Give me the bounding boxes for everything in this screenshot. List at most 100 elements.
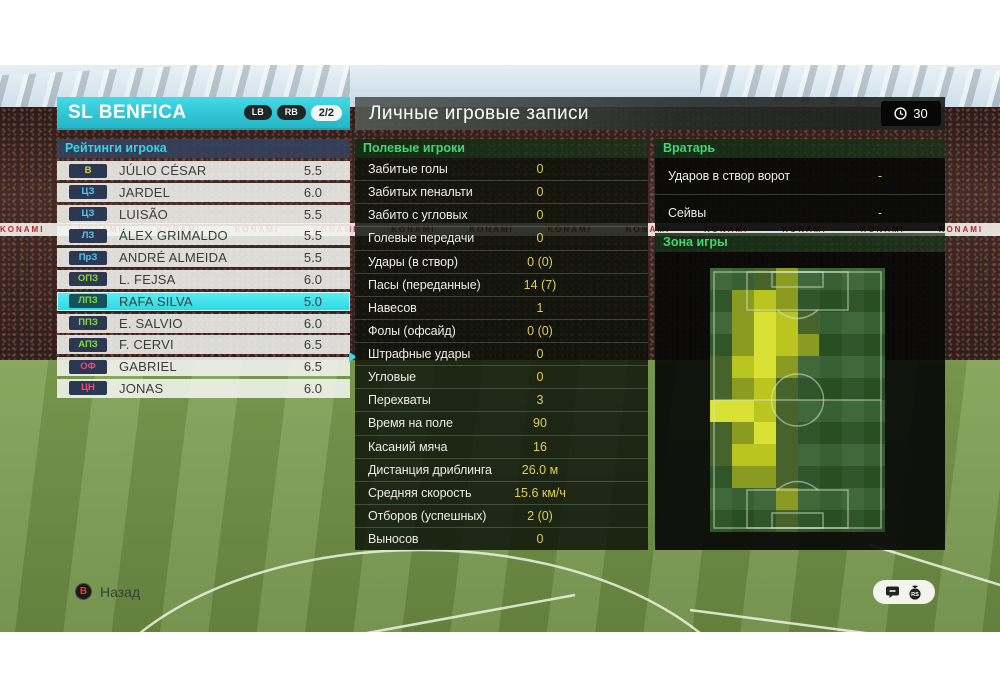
- stat-label: Забитых пенальти: [368, 185, 473, 200]
- stat-value: 0: [536, 208, 544, 223]
- stat-value: 0: [536, 347, 544, 362]
- player-rating: 6.0: [303, 380, 322, 396]
- stat-row: Перехваты 3: [355, 389, 648, 413]
- right-stick-icon[interactable]: RS: [907, 585, 923, 600]
- stat-row: Пасы (переданные) 14 (7): [355, 274, 648, 297]
- stat-label: Перехваты: [368, 393, 431, 408]
- player-list: В JÚLIO CÉSAR 5.5 ЦЗ JARDEL 6.0 ЦЗ LUISÃO 5.5 ЛЗ Á…: [57, 161, 350, 401]
- stat-label: Забитые голы: [368, 162, 448, 177]
- player-row[interactable]: ЛЗ ÁLEX GRIMALDO 5.5: [57, 226, 350, 246]
- stat-label: Штрафные удары: [368, 347, 471, 362]
- player-row[interactable]: ОФ GABRIEL 6.5: [57, 357, 350, 377]
- stat-row: Время на поле 90: [355, 412, 648, 436]
- stat-row: Удары (в створ) 0 (0): [355, 251, 648, 274]
- stat-value: 3: [536, 393, 544, 408]
- player-rating: 6.5: [303, 359, 322, 375]
- zone-cell: [710, 444, 732, 466]
- stat-value: -: [877, 169, 883, 183]
- stat-value: 26.0 м: [521, 462, 559, 477]
- chat-icon[interactable]: [885, 585, 900, 599]
- stat-row: Фолы (офсайд) 0 (0): [355, 320, 648, 343]
- position-badge: ПрЗ: [69, 250, 107, 265]
- clock-icon: [894, 107, 907, 120]
- stat-row: Голевые передачи 0: [355, 227, 648, 251]
- title-bar: Личные игровые записи 30: [355, 97, 945, 130]
- stat-value: 1: [536, 300, 544, 315]
- stat-row: Забито с угловых 0: [355, 204, 648, 228]
- zone-cell: [731, 422, 754, 444]
- footer-icons: RS: [873, 580, 935, 604]
- player-row[interactable]: В JÚLIO CÉSAR 5.5: [57, 161, 350, 180]
- zone-cell: [731, 444, 754, 466]
- player-list-header: Рейтинги игрока: [57, 139, 350, 158]
- player-name: LUISÃO: [119, 206, 168, 222]
- stat-value: 0: [536, 185, 544, 200]
- match-time-badge: 30: [881, 101, 941, 126]
- next-page-arrow[interactable]: [349, 352, 357, 362]
- pitch-lines: [139, 543, 1000, 632]
- stat-label: Сейвы: [668, 206, 707, 220]
- stat-row: Сейвы -: [655, 195, 945, 231]
- stat-value: 0 (0): [527, 323, 553, 338]
- stat-label: Фолы (офсайд): [368, 323, 456, 338]
- player-rating: 5.5: [303, 163, 322, 178]
- stat-value: 0 (0): [527, 254, 553, 269]
- zone-cell: [731, 312, 754, 334]
- stat-row: Дистанция дриблинга 26.0 м: [355, 459, 648, 482]
- goalkeeper-header: Вратарь: [655, 139, 945, 158]
- player-rating: 6.0: [303, 184, 322, 200]
- back-hint[interactable]: B Назад: [75, 583, 140, 600]
- svg-text:RS: RS: [911, 592, 919, 598]
- zone-cell: [775, 488, 798, 510]
- goalkeeper-stats-panel: Ударов в створ ворот - Сейвы -: [655, 158, 945, 231]
- stat-value: 0: [536, 162, 544, 177]
- stat-row: Касаний мяча 16: [355, 436, 648, 459]
- player-rating: 5.5: [303, 228, 322, 244]
- player-name: GABRIEL: [119, 359, 177, 375]
- zone-cell: [753, 334, 776, 356]
- stat-value: 16: [533, 439, 547, 454]
- player-row[interactable]: ЦЗ LUISÃO 5.5: [57, 204, 350, 224]
- back-label: Назад: [100, 583, 141, 600]
- zone-cell: [753, 466, 776, 488]
- stat-value: 90: [533, 416, 547, 431]
- stat-row: Навесов 1: [355, 297, 648, 320]
- stat-value: 15.6 км/ч: [514, 485, 566, 500]
- position-badge: ЦЗ: [69, 207, 107, 222]
- player-rating: 6.0: [303, 271, 322, 287]
- player-row[interactable]: ОПЗ L. FEJSA 6.0: [57, 269, 350, 289]
- stat-row: Отборов (успешных) 2 (0): [355, 505, 648, 528]
- player-name: F. CERVI: [119, 337, 174, 353]
- player-row[interactable]: ЦЗ JARDEL 6.0: [57, 182, 350, 202]
- stat-label: Угловые: [368, 370, 416, 385]
- rb-button-hint[interactable]: RB: [276, 105, 306, 120]
- stat-row: Забитых пенальти 0: [355, 181, 648, 205]
- position-badge: ЛПЗ: [69, 294, 107, 309]
- zone-cell: [710, 378, 732, 400]
- position-badge: ЦН: [69, 381, 107, 396]
- player-row[interactable]: ПрЗ ANDRÉ ALMEIDA 5.5: [57, 248, 350, 268]
- player-row[interactable]: АПЗ F. CERVI 6.5: [57, 335, 350, 355]
- zone-cell: [753, 312, 776, 334]
- stat-label: Голевые передачи: [368, 231, 475, 246]
- player-name: ANDRÉ ALMEIDA: [119, 250, 228, 266]
- player-row[interactable]: ЛПЗ RAFA SILVA 5.0: [57, 291, 350, 311]
- player-name: JONAS: [119, 380, 164, 396]
- position-badge: ОФ: [69, 359, 107, 374]
- player-row[interactable]: ППЗ E. SALVIO 6.0: [57, 313, 350, 333]
- player-row[interactable]: ЦН JONAS 6.0: [57, 378, 350, 398]
- stat-row: Штрафные удары 0: [355, 343, 648, 367]
- stat-label: Отборов (успешных): [368, 508, 487, 523]
- zone-cell: [731, 356, 754, 378]
- zone-cell: [753, 268, 776, 290]
- zone-cell: [775, 290, 798, 312]
- stat-row: Ударов в створ ворот -: [655, 158, 945, 195]
- player-rating: 6.0: [303, 315, 322, 331]
- zone-cell: [753, 422, 776, 444]
- b-button-icon[interactable]: B: [75, 583, 92, 600]
- lb-button-hint[interactable]: LB: [243, 105, 272, 120]
- zone-cell: [775, 268, 798, 290]
- zone-cell: [710, 400, 732, 422]
- zone-cell: [753, 400, 776, 422]
- stat-row: Забитые голы 0: [355, 158, 648, 182]
